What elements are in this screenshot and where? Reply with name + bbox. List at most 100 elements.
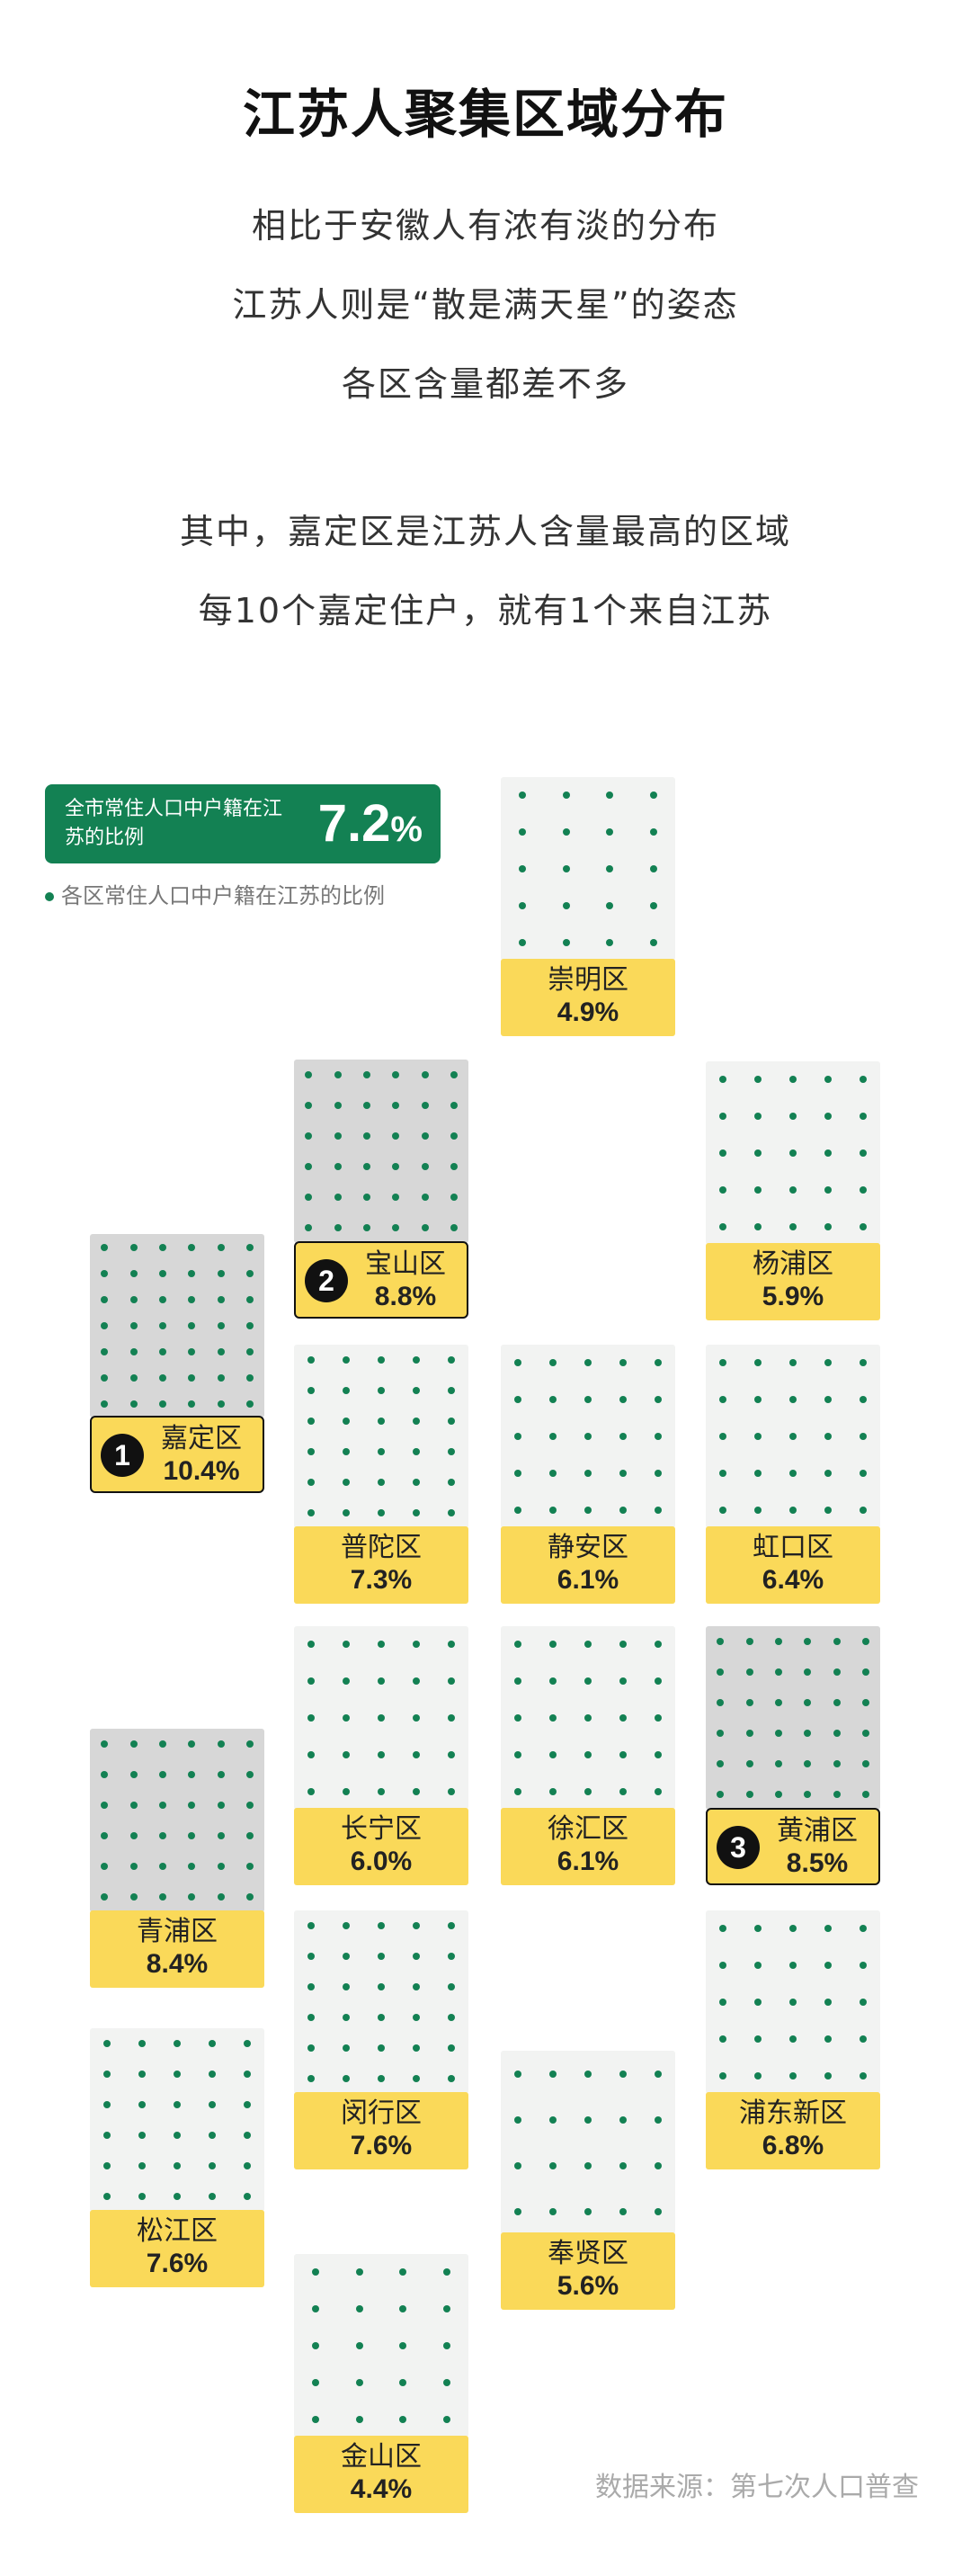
district-dot <box>804 1638 812 1645</box>
district-dot <box>158 1863 166 1870</box>
district-dot <box>833 1791 841 1798</box>
district-dot <box>129 1893 138 1901</box>
district-dot <box>392 1102 400 1109</box>
district-name: 普陀区 <box>341 1532 422 1563</box>
district-dot <box>519 792 527 800</box>
district-cell-chongming <box>501 777 675 961</box>
district-dot <box>101 1802 109 1809</box>
district-dot <box>412 1509 420 1516</box>
district-dot <box>450 1163 458 1170</box>
district-dot <box>754 1999 762 2006</box>
district-dot <box>378 1418 385 1425</box>
district-dot <box>103 2071 111 2078</box>
district-dot <box>450 1071 458 1078</box>
district-cell-fengxian <box>501 2051 675 2234</box>
district-dot <box>654 1714 662 1722</box>
district-dot <box>859 1999 867 2006</box>
district-dot <box>208 2040 216 2047</box>
district-dot <box>412 1983 420 1990</box>
district-dot <box>129 1269 138 1277</box>
district-dot <box>101 1740 109 1748</box>
district-dot <box>188 1269 196 1277</box>
district-dot <box>158 1771 166 1778</box>
district-dot <box>355 2342 363 2349</box>
district-dot <box>129 1243 138 1251</box>
district-dot <box>355 2378 363 2386</box>
district-name: 奉贤区 <box>548 2238 628 2269</box>
district-dot <box>138 2040 147 2047</box>
district-dot <box>584 2070 592 2078</box>
district-dot <box>378 2075 385 2082</box>
district-dot <box>654 1396 662 1404</box>
district-value: 4.9% <box>557 997 619 1027</box>
district-dot <box>392 1071 400 1078</box>
district-dot <box>334 1163 342 1170</box>
district-name: 松江区 <box>137 2215 218 2247</box>
district-dot <box>312 2268 320 2276</box>
district-cell-putuo <box>294 1345 468 1528</box>
district-dot <box>362 1194 370 1201</box>
district-dot <box>208 2193 216 2200</box>
district-dot <box>174 2071 181 2078</box>
district-dot <box>861 1699 869 1706</box>
district-tag-chongming: 崇明区 4.9% <box>501 959 675 1036</box>
district-dot <box>305 1163 313 1170</box>
district-dot <box>378 1641 385 1649</box>
district-dot <box>649 938 657 946</box>
district-dot <box>103 2132 111 2139</box>
district-dot <box>158 1374 166 1382</box>
district-dot <box>138 2071 147 2078</box>
district-dot <box>754 1185 762 1194</box>
district-dot <box>774 1791 782 1798</box>
district-dot <box>392 1224 400 1231</box>
district-dot <box>378 1356 385 1364</box>
district-dot <box>514 1359 522 1367</box>
district-name: 崇明区 <box>548 964 628 996</box>
rank-badge: 3 <box>717 1826 760 1869</box>
district-dot <box>174 2040 181 2047</box>
district-dot <box>305 1194 313 1201</box>
district-dot <box>101 1374 109 1382</box>
district-tag-qingpu: 青浦区 8.4% <box>90 1910 264 1988</box>
district-dot <box>719 1506 727 1514</box>
district-dot <box>789 1962 797 1970</box>
district-dot <box>245 1295 254 1303</box>
district-dot <box>208 2071 216 2078</box>
district-value: 5.6% <box>557 2271 619 2301</box>
district-dot <box>442 2342 450 2349</box>
district-dot <box>514 1641 522 1649</box>
district-dot <box>188 1348 196 1356</box>
district-dot <box>307 1387 316 1394</box>
district-tag-yangpu: 杨浦区 5.9% <box>706 1243 880 1320</box>
district-dot <box>754 2035 762 2043</box>
district-dot <box>158 1832 166 1839</box>
district-dot <box>442 2415 450 2423</box>
district-dot <box>859 1076 867 1084</box>
district-dot <box>606 901 614 909</box>
district-dot <box>412 1714 420 1722</box>
district-dot <box>103 2193 111 2200</box>
district-dot <box>412 1922 420 1929</box>
district-value: 8.4% <box>146 1949 209 1979</box>
district-dot <box>245 1243 254 1251</box>
district-dot <box>343 1387 351 1394</box>
district-dot <box>649 828 657 836</box>
district-dot <box>789 1506 797 1514</box>
district-dot <box>514 1714 522 1722</box>
district-dot <box>412 1356 420 1364</box>
district-dot <box>101 1771 109 1778</box>
district-dot <box>754 1113 762 1121</box>
district-dot <box>719 2071 727 2080</box>
district-dot <box>619 2115 627 2124</box>
district-dot <box>447 1356 455 1364</box>
district-dot <box>584 1359 592 1367</box>
district-dot <box>717 1638 725 1645</box>
district-dot <box>412 2075 420 2082</box>
district-dot <box>754 1506 762 1514</box>
district-dot <box>562 828 570 836</box>
district-dot <box>378 1983 385 1990</box>
district-dot <box>754 1925 762 1933</box>
summary-value: 7.2% <box>318 797 423 856</box>
district-dot <box>217 1740 225 1748</box>
district-dot <box>378 1750 385 1758</box>
